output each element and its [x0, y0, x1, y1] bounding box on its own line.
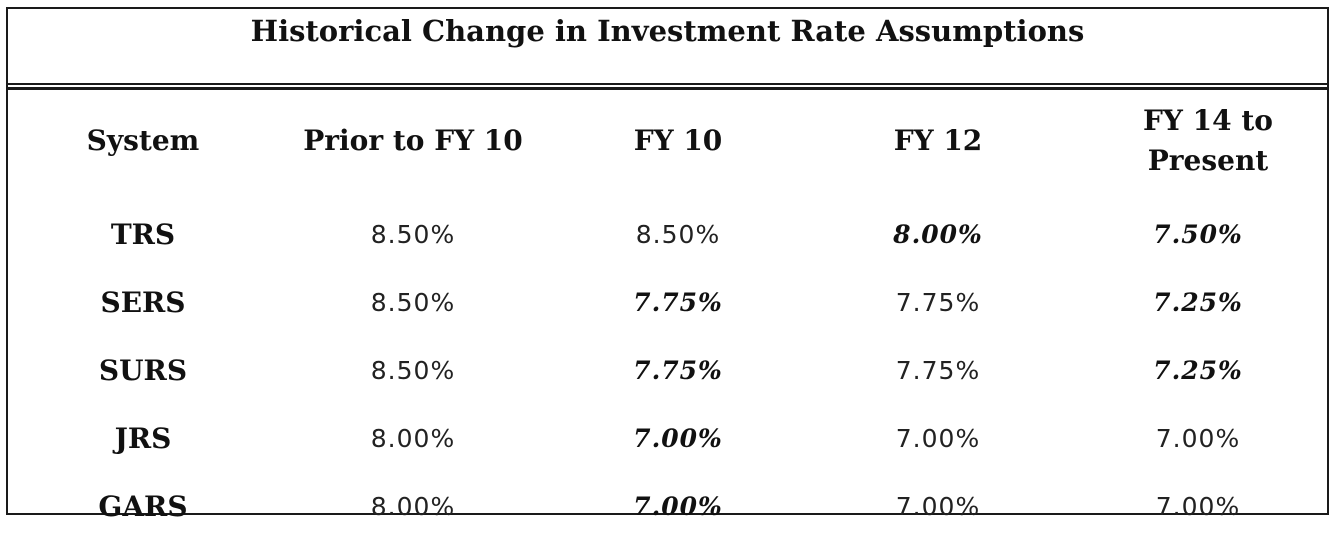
rate-cell: 7.00% [1155, 424, 1241, 453]
system-name: JRS [114, 422, 172, 455]
rate-cell: 7.00% [1155, 492, 1241, 521]
header-fy12: FY 12 [893, 124, 983, 157]
rate-cell: 7.00% [895, 492, 981, 521]
rate-cell: 7.00% [633, 424, 723, 453]
table-title: Historical Change in Investment Rate Ass… [250, 14, 1085, 48]
rate-cell: 8.00% [893, 220, 983, 249]
rate-cell: 7.75% [895, 356, 981, 385]
system-name: SERS [100, 286, 186, 319]
header-fy14-present: FY 14 to Present [1143, 104, 1273, 177]
rate-cell: 8.50% [370, 220, 456, 249]
title-divider [8, 83, 1327, 90]
table-row: SERS 8.50% 7.75% 7.75% 7.25% [8, 283, 1327, 333]
rate-cell: 8.00% [370, 492, 456, 521]
rate-cell: 7.00% [633, 492, 723, 521]
rate-cell: 7.75% [633, 288, 723, 317]
rate-cell: 8.00% [370, 424, 456, 453]
rate-cell: 7.75% [895, 288, 981, 317]
rate-cell: 7.25% [1153, 356, 1243, 385]
header-fy10: FY 10 [633, 124, 723, 157]
system-name: SURS [98, 354, 188, 387]
system-name: GARS [98, 490, 188, 523]
table-row: GARS 8.00% 7.00% 7.00% 7.00% [8, 487, 1327, 537]
header-prior-fy10: Prior to FY 10 [303, 124, 523, 157]
rate-cell: 7.50% [1153, 220, 1243, 249]
table-row: JRS 8.00% 7.00% 7.00% 7.00% [8, 419, 1327, 469]
rate-cell: 7.75% [633, 356, 723, 385]
rate-cell: 8.50% [370, 288, 456, 317]
rate-cell: 7.00% [895, 424, 981, 453]
rate-cell: 8.50% [370, 356, 456, 385]
table-row: SURS 8.50% 7.75% 7.75% 7.25% [8, 351, 1327, 401]
rate-cell: 8.50% [635, 220, 721, 249]
system-name: TRS [110, 218, 176, 251]
header-system: System [86, 124, 200, 157]
rate-cell: 7.25% [1153, 288, 1243, 317]
table-row: TRS 8.50% 8.50% 8.00% 7.50% [8, 215, 1327, 265]
header-row: System Prior to FY 10 FY 10 FY 12 FY 14 … [8, 104, 1327, 191]
rate-assumptions-table: Historical Change in Investment Rate Ass… [6, 7, 1329, 523]
